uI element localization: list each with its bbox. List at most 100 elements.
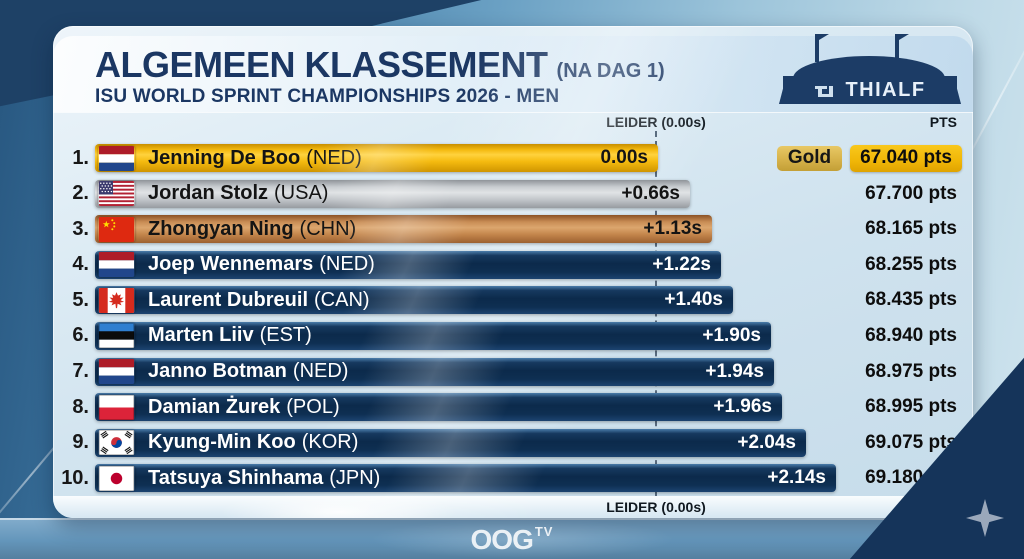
time-gap: +1.13s <box>643 218 702 240</box>
thialf-logo: THIALF <box>779 32 961 110</box>
country-code: (KOR) <box>301 431 359 454</box>
medal-badge: Gold <box>776 145 843 171</box>
country-code: (CHN) <box>299 217 357 240</box>
venue-label: THIALF <box>845 78 926 101</box>
points-value: 68.165 pts <box>865 218 957 240</box>
points-value: 67.700 pts <box>865 182 957 204</box>
rank-label: 1. <box>72 146 89 169</box>
skater-name: Kyung-Min Koo <box>148 431 296 454</box>
gap-bar: Tatsuya Shinhama (JPN) +2.14s <box>95 464 836 493</box>
rank-label: 3. <box>72 217 89 240</box>
points-value: 68.995 pts <box>865 396 957 418</box>
rank-label: 2. <box>72 182 89 205</box>
standings-row: 7. Janno Botman (NED) +1.94s 68.975 pts <box>53 357 973 386</box>
gap-bar: Jordan Stolz (USA) +0.66s <box>95 179 690 208</box>
flag-can-icon <box>98 287 135 313</box>
broadcaster-suffix: TV <box>534 524 554 539</box>
country-code: (USA) <box>274 182 329 205</box>
rank-label: 4. <box>72 253 89 276</box>
standings-row: 9. Kyung-Min Koo (KOR) +2.04s 69.075 pts <box>53 428 973 457</box>
country-code: (EST) <box>259 324 312 347</box>
country-code: (NED) <box>319 253 375 276</box>
skater-name: Janno Botman <box>148 360 287 383</box>
country-code: (CAN) <box>314 288 370 311</box>
time-gap: 0.00s <box>600 147 648 168</box>
time-gap: +1.94s <box>705 360 764 382</box>
gap-bar: Damian Żurek (POL) +1.96s <box>95 393 782 422</box>
title-suffix: (NA DAG 1) <box>556 60 665 82</box>
flag-ned-icon <box>98 145 135 171</box>
country-code: (POL) <box>286 395 340 418</box>
time-gap: +1.22s <box>652 253 711 275</box>
skater-name: Damian Żurek <box>148 395 281 418</box>
skater-name: Jordan Stolz <box>148 182 269 205</box>
flag-pol-icon <box>98 394 135 420</box>
standings-row: 10. Tatsuya Shinhama (JPN) +2.14s 69.180… <box>53 464 973 493</box>
time-gap: +2.14s <box>767 467 826 489</box>
skater-name: Laurent Dubreuil <box>148 288 309 311</box>
points-value: 68.975 pts <box>865 360 957 382</box>
flag-usa-icon <box>98 181 135 207</box>
gap-bar: Zhongyan Ning (CHN) +1.13s <box>95 215 712 244</box>
title-text: ALGEMEEN KLASSEMENT <box>95 44 548 85</box>
standings-row: 4. Joep Wennemars (NED) +1.22s 68.255 pt… <box>53 250 973 279</box>
flag-est-icon <box>98 323 135 349</box>
rank-label: 9. <box>72 431 89 454</box>
stadium-post-icon <box>815 34 829 62</box>
footer-strip: LEIDER (0.00s) <box>53 496 973 518</box>
rank-label: 8. <box>72 395 89 418</box>
flag-ned-icon <box>98 252 135 278</box>
gap-bar: Laurent Dubreuil (CAN) +1.40s <box>95 286 733 315</box>
flag-chn-icon <box>98 216 135 242</box>
flag-jpn-icon <box>98 465 135 491</box>
rank-label: 10. <box>61 466 89 489</box>
points-value: 68.940 pts <box>865 324 957 346</box>
gap-bar: Marten Liiv (EST) +1.90s <box>95 321 771 350</box>
gap-bar: Joep Wennemars (NED) +1.22s <box>95 250 721 279</box>
broadcaster-name: OOG <box>470 524 534 555</box>
bottom-band <box>0 518 1024 559</box>
skater-name: Zhongyan Ning <box>148 217 294 240</box>
skater-name: Tatsuya Shinhama <box>148 466 324 489</box>
standings-row: 3. Zhongyan Ning (CHN) +1.13s 68.165 pts <box>53 215 973 244</box>
skater-name: Marten Liiv <box>148 324 254 347</box>
standings-row: 2. Jordan Stolz (USA) +0.66s 67.700 pts <box>53 179 973 208</box>
leader-axis-label: LEIDER (0.00s) <box>606 499 706 515</box>
points-value: 68.255 pts <box>865 253 957 275</box>
time-gap: +1.96s <box>713 396 772 418</box>
pts-column-header: PTS <box>929 114 957 130</box>
time-gap: +1.40s <box>664 289 723 311</box>
points-value: 67.040 pts <box>850 144 962 172</box>
country-code: (JPN) <box>329 466 381 489</box>
venue-banner: THIALF <box>779 76 961 104</box>
gap-bar: Jenning De Boo (NED) 0.00s <box>95 144 658 172</box>
flag-ned-icon <box>98 359 135 385</box>
gap-bar: Janno Botman (NED) +1.94s <box>95 357 774 386</box>
flag-kor-icon <box>98 430 135 456</box>
standings-card: ALGEMEEN KLASSEMENT (NA DAG 1) ISU WORLD … <box>53 26 973 518</box>
rank-label: 5. <box>72 288 89 311</box>
stadium-post-icon <box>895 34 909 62</box>
country-code: (NED) <box>306 146 362 169</box>
standings-row: 8. Damian Żurek (POL) +1.96s 68.995 pts <box>53 393 973 422</box>
thialf-mark-icon <box>815 85 834 97</box>
time-gap: +1.90s <box>702 324 761 346</box>
rank-label: 7. <box>72 360 89 383</box>
broadcaster-logo: OOG TV <box>471 524 554 556</box>
standings-row: 6. Marten Liiv (EST) +1.90s 68.940 pts <box>53 321 973 350</box>
points-value: 69.075 pts <box>865 431 957 453</box>
time-gap: +0.66s <box>621 182 680 204</box>
country-code: (NED) <box>292 360 349 383</box>
gap-bar: Kyung-Min Koo (KOR) +2.04s <box>95 428 806 457</box>
skater-name: Joep Wennemars <box>148 253 314 276</box>
subtitle: ISU WORLD SPRINT CHAMPIONSHIPS 2026 - ME… <box>95 86 560 107</box>
standings-row: 1. Jenning De Boo (NED) 0.00s Gold 67.04… <box>53 144 973 172</box>
page-title: ALGEMEEN KLASSEMENT (NA DAG 1) <box>95 44 665 86</box>
leader-column-header: LEIDER (0.00s) <box>606 114 706 130</box>
standings-list: 1. Jenning De Boo (NED) 0.00s Gold 67.04… <box>53 144 973 493</box>
skater-name: Jenning De Boo <box>148 146 301 169</box>
standings-row: 5. Laurent Dubreuil (CAN) +1.40s 68.435 … <box>53 286 973 315</box>
time-gap: +2.04s <box>737 431 796 453</box>
rank-label: 6. <box>72 324 89 347</box>
